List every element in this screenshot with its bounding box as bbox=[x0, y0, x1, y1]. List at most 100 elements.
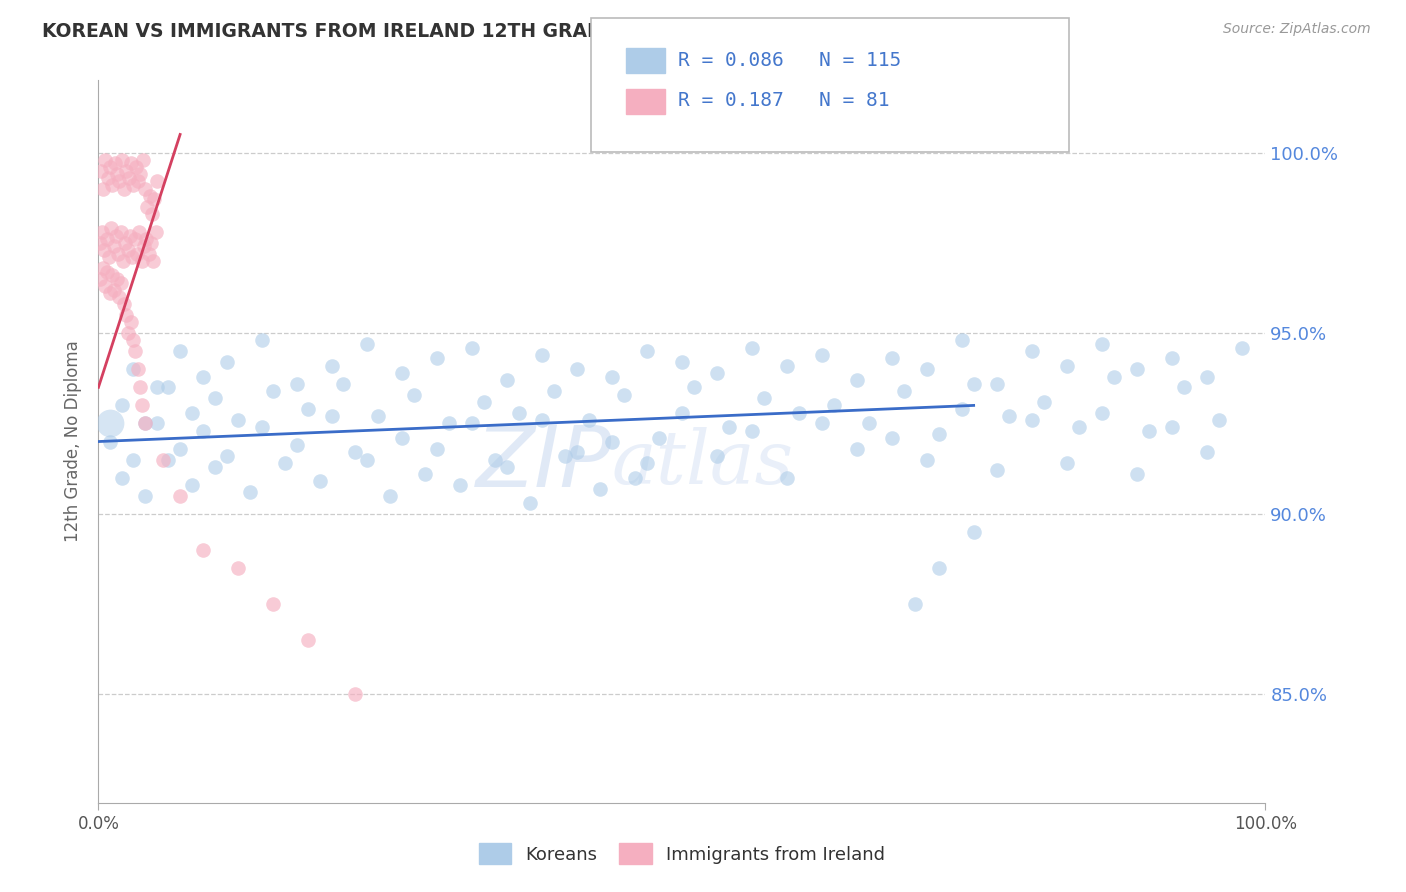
Point bbox=[120, 156, 142, 170]
Point bbox=[671, 406, 693, 420]
Point bbox=[121, 250, 143, 264]
Point bbox=[145, 225, 167, 239]
Point bbox=[285, 438, 308, 452]
Point bbox=[671, 355, 693, 369]
Point bbox=[962, 376, 984, 391]
Point bbox=[142, 254, 165, 268]
Point bbox=[90, 225, 112, 239]
Point bbox=[962, 524, 984, 539]
Point bbox=[682, 380, 704, 394]
Point bbox=[101, 178, 124, 192]
Point bbox=[97, 250, 120, 264]
Point bbox=[118, 228, 141, 243]
Point bbox=[519, 496, 541, 510]
Point bbox=[108, 290, 131, 304]
Point bbox=[262, 597, 284, 611]
Point bbox=[111, 471, 134, 485]
Point bbox=[215, 355, 238, 369]
Point bbox=[117, 326, 139, 341]
Point bbox=[105, 272, 128, 286]
Point bbox=[1126, 362, 1149, 376]
Point bbox=[565, 362, 588, 376]
Point bbox=[367, 409, 389, 424]
Point bbox=[1173, 380, 1195, 394]
Point bbox=[950, 402, 973, 417]
Point bbox=[110, 225, 132, 239]
Point bbox=[127, 362, 149, 376]
Point bbox=[472, 394, 495, 409]
Point bbox=[1056, 359, 1078, 373]
Point bbox=[111, 153, 134, 167]
Point bbox=[624, 471, 647, 485]
Point bbox=[122, 362, 145, 376]
Text: atlas: atlas bbox=[612, 427, 794, 500]
Point bbox=[1021, 344, 1043, 359]
Point bbox=[880, 431, 903, 445]
Point bbox=[135, 232, 157, 246]
Point bbox=[413, 467, 436, 481]
Point bbox=[787, 406, 810, 420]
Point bbox=[193, 369, 215, 384]
Point bbox=[950, 334, 973, 348]
Point bbox=[98, 417, 121, 431]
Point bbox=[129, 167, 152, 181]
Point bbox=[811, 348, 834, 362]
Point bbox=[122, 178, 145, 192]
Point bbox=[600, 434, 623, 449]
Point bbox=[449, 478, 471, 492]
Point bbox=[125, 246, 148, 260]
Point bbox=[612, 387, 634, 401]
Point bbox=[811, 417, 834, 431]
Point bbox=[752, 391, 775, 405]
Point bbox=[128, 225, 150, 239]
Text: Source: ZipAtlas.com: Source: ZipAtlas.com bbox=[1223, 22, 1371, 37]
Point bbox=[356, 452, 378, 467]
Point bbox=[228, 413, 250, 427]
Point bbox=[391, 431, 413, 445]
Point bbox=[250, 420, 273, 434]
Point bbox=[530, 413, 553, 427]
Point bbox=[97, 170, 120, 185]
Point bbox=[717, 420, 740, 434]
Point bbox=[125, 160, 148, 174]
Point bbox=[138, 246, 160, 260]
Point bbox=[846, 442, 869, 456]
Point bbox=[496, 373, 519, 387]
Point bbox=[169, 344, 191, 359]
Point bbox=[117, 243, 139, 257]
Point bbox=[1091, 406, 1114, 420]
Point bbox=[132, 153, 155, 167]
Point bbox=[741, 341, 763, 355]
Point bbox=[120, 315, 142, 329]
Point bbox=[380, 489, 402, 503]
Point bbox=[103, 283, 125, 297]
Point bbox=[104, 156, 127, 170]
Point bbox=[402, 387, 425, 401]
Point bbox=[262, 384, 284, 398]
Point bbox=[1056, 456, 1078, 470]
Point bbox=[146, 380, 169, 394]
Point bbox=[90, 163, 112, 178]
Point bbox=[169, 442, 191, 456]
Point bbox=[115, 308, 138, 322]
Point bbox=[157, 380, 180, 394]
Legend: Koreans, Immigrants from Ireland: Koreans, Immigrants from Ireland bbox=[470, 834, 894, 873]
Point bbox=[915, 362, 938, 376]
Point bbox=[776, 471, 799, 485]
Point bbox=[578, 413, 600, 427]
Point bbox=[131, 254, 153, 268]
Point bbox=[152, 452, 174, 467]
Point bbox=[108, 174, 131, 188]
Point bbox=[1091, 337, 1114, 351]
Point bbox=[101, 268, 124, 283]
Point bbox=[1021, 413, 1043, 427]
Point bbox=[928, 561, 950, 575]
Point bbox=[228, 561, 250, 575]
Point bbox=[146, 417, 169, 431]
Point bbox=[543, 384, 565, 398]
Point bbox=[132, 239, 155, 253]
Point bbox=[112, 182, 135, 196]
Point bbox=[297, 633, 319, 648]
Text: ZIP: ZIP bbox=[475, 422, 612, 505]
Point bbox=[858, 417, 880, 431]
